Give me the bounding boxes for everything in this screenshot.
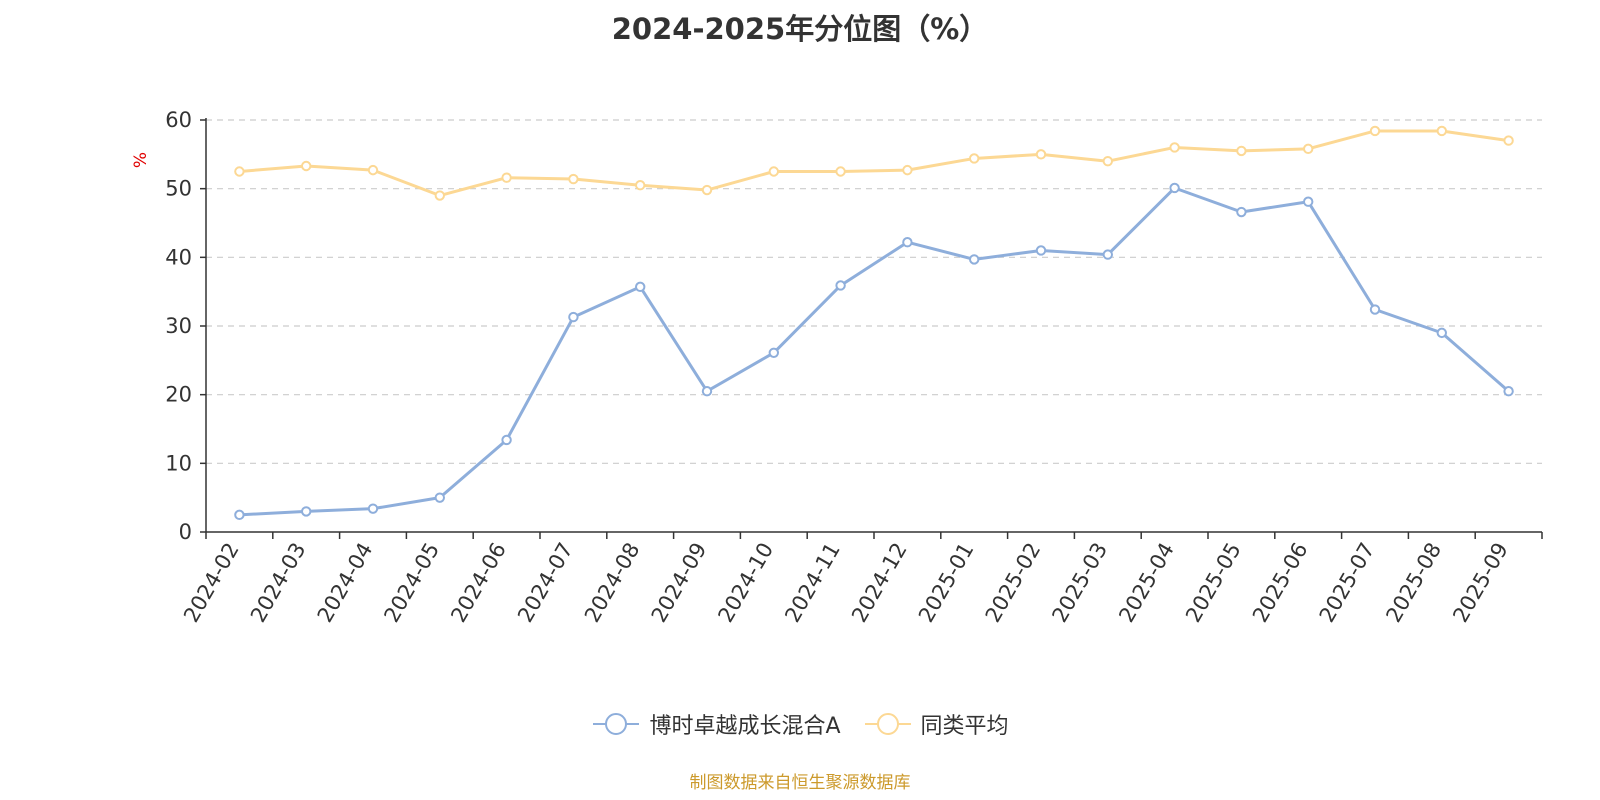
y-tick-label: 30 <box>165 314 192 338</box>
data-point-series-1 <box>1035 245 1047 256</box>
y-tick-label: 40 <box>165 245 192 269</box>
data-point-series-2 <box>1169 142 1180 153</box>
x-tick-label: 2024-06 <box>446 539 511 627</box>
y-tick-label: 60 <box>165 108 192 132</box>
data-point-series-1 <box>1169 182 1180 194</box>
data-point-series-2 <box>701 184 713 196</box>
x-tick-label: 2025-04 <box>1114 539 1179 627</box>
x-tick-label: 2024-11 <box>780 539 845 627</box>
legend: 博时卓越成长混合A 同类平均 <box>0 708 1600 740</box>
data-point-series-2 <box>1035 149 1047 160</box>
data-point-series-1 <box>434 492 445 503</box>
x-tick-label: 2025-05 <box>1181 539 1246 627</box>
data-point-series-1 <box>1503 386 1514 397</box>
data-point-series-2 <box>434 190 445 201</box>
data-point-series-1 <box>768 347 779 358</box>
data-point-series-2 <box>1369 125 1381 137</box>
x-tick-label: 2024-12 <box>847 539 912 627</box>
x-tick-label: 2025-07 <box>1315 539 1380 627</box>
x-tick-label: 2025-01 <box>914 538 979 626</box>
legend-label-series-2: 同类平均 <box>920 714 1009 739</box>
data-point-series-2 <box>969 153 980 164</box>
series-line-1 <box>239 186 1510 517</box>
data-point-series-1 <box>1436 327 1448 339</box>
x-tick-label: 2025-09 <box>1448 539 1513 627</box>
data-point-series-2 <box>1436 125 1448 137</box>
y-tick-label: 0 <box>179 520 192 544</box>
data-point-series-2 <box>1102 156 1114 167</box>
x-tick-label: 2024-07 <box>513 539 578 627</box>
legend-label-series-1: 博时卓越成长混合A <box>649 714 841 739</box>
data-point-series-2 <box>1303 143 1314 155</box>
data-point-series-1 <box>701 386 713 397</box>
data-point-series-1 <box>1303 196 1314 207</box>
x-tick-label: 2024-10 <box>713 539 778 627</box>
data-point-series-2 <box>768 166 779 177</box>
x-tick-label: 2024-03 <box>246 539 311 627</box>
y-tick-label: 20 <box>165 383 192 407</box>
x-tick-label: 2024-05 <box>379 539 444 627</box>
data-point-series-1 <box>969 254 980 265</box>
legend-marker-series-2 <box>864 713 911 735</box>
legend-item-series-1[interactable]: 博时卓越成长混合A <box>591 708 841 740</box>
x-tick-label: 2025-03 <box>1047 539 1112 627</box>
data-point-series-1 <box>1236 206 1247 218</box>
axes <box>200 118 1543 539</box>
data-point-series-1 <box>1369 304 1381 315</box>
x-tick-label: 2024-04 <box>313 539 378 627</box>
data-point-series-1 <box>568 311 579 323</box>
x-tick-label: 2024-02 <box>179 539 244 627</box>
grid-lines <box>206 119 1542 464</box>
x-tick-label: 2025-02 <box>981 539 1046 627</box>
data-point-series-1 <box>501 434 512 446</box>
data-point-series-2 <box>568 173 579 185</box>
x-tick-label: 2024-09 <box>647 539 712 627</box>
data-point-series-1 <box>301 506 312 517</box>
data-point-series-2 <box>301 160 312 172</box>
data-point-series-2 <box>367 164 379 176</box>
y-axis-label: % <box>131 152 151 168</box>
legend-marker-series-1 <box>593 713 640 735</box>
source-note: 制图数据来自恒生聚源数据库 <box>689 773 911 793</box>
data-point-series-2 <box>835 166 846 177</box>
x-tick-label: 2025-08 <box>1381 539 1446 627</box>
data-point-series-2 <box>501 172 512 183</box>
data-point-series-1 <box>234 509 245 521</box>
series-line-2 <box>239 129 1509 198</box>
legend-item-series-2[interactable]: 同类平均 <box>863 708 1009 740</box>
y-tick-label: 50 <box>165 177 192 201</box>
data-point-series-1 <box>367 503 379 514</box>
series-lines <box>234 125 1514 521</box>
data-point-series-1 <box>635 281 646 293</box>
data-point-series-2 <box>902 164 913 176</box>
x-tick-label: 2024-08 <box>580 539 645 627</box>
data-point-series-1 <box>1102 249 1114 260</box>
x-tick-label: 2025-06 <box>1248 539 1313 627</box>
data-point-series-2 <box>1503 135 1514 146</box>
data-point-series-2 <box>1236 145 1247 157</box>
y-tick-label: 10 <box>165 451 192 475</box>
data-point-series-1 <box>902 237 913 248</box>
data-point-series-2 <box>635 180 646 191</box>
data-point-series-1 <box>835 280 846 291</box>
data-point-series-2 <box>234 166 245 177</box>
chart-title: 2024-2025年分位图（%） <box>611 12 989 46</box>
